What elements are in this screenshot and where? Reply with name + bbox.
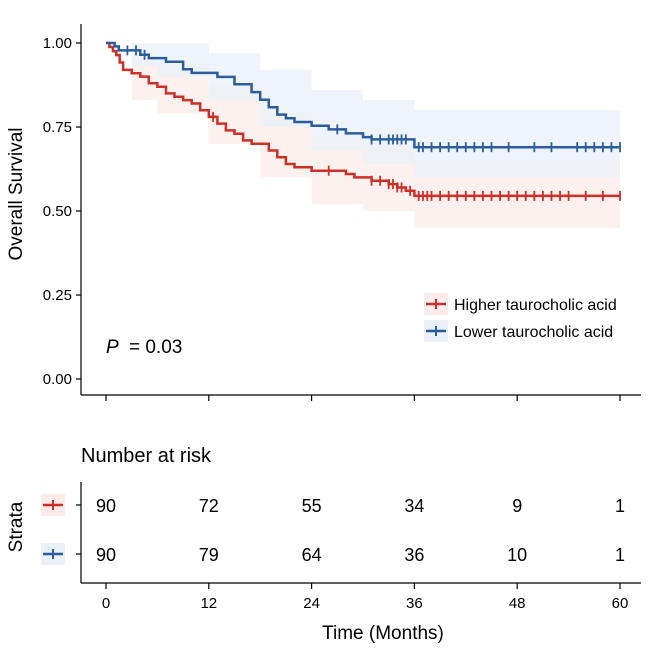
- risk-rows: 90 72 55 34 9 1 90 79 64 36 10 1: [96, 496, 625, 565]
- risk-count: 90: [96, 545, 116, 565]
- risk-count: 1: [615, 496, 625, 516]
- x-tick-label: 12: [200, 595, 217, 612]
- risk-count: 9: [512, 496, 522, 516]
- risk-count: 34: [404, 496, 424, 516]
- x-axis-ticks-main: [105, 395, 621, 401]
- survival-curves: [106, 41, 620, 198]
- p-value: = 0.03: [129, 337, 182, 358]
- risk-count: 36: [404, 545, 424, 565]
- risk-table: Number at risk 90 72 55 34 9 1 90 79 64 36 10 1 0 12…: [6, 445, 641, 644]
- x-tick-label: 24: [303, 595, 320, 612]
- legend-label-higher: Higher taurocholic acid: [454, 297, 617, 314]
- risk-y-axis-title: Strata: [6, 501, 27, 552]
- legend-label-lower: Lower taurocholic acid: [454, 324, 613, 341]
- y-tick-label: 1.00: [43, 35, 72, 52]
- y-tick-label: 0.25: [43, 287, 72, 304]
- y-axis-ticks: 0.00 0.25 0.50 0.75 1.00: [43, 35, 81, 388]
- y-tick-label: 0.00: [43, 371, 72, 388]
- risk-x-axis-ticks: 0 12 24 36 48 60: [102, 583, 629, 612]
- y-tick-label: 0.75: [43, 119, 72, 136]
- x-axis-title: Time (Months): [322, 623, 444, 644]
- x-tick-label: 0: [102, 595, 110, 612]
- risk-count: 10: [507, 545, 527, 565]
- risk-count: 55: [302, 496, 322, 516]
- y-axis-title: Overall Survival: [6, 127, 27, 260]
- risk-count: 64: [302, 545, 322, 565]
- risk-count: 1: [615, 545, 625, 565]
- survival-curve-higher: [106, 41, 620, 198]
- p-label: P: [106, 337, 119, 358]
- risk-count: 79: [199, 545, 219, 565]
- risk-strata-keys: [41, 494, 81, 565]
- legend: Higher taurocholic acid Lower taurocholi…: [424, 293, 617, 342]
- p-value-annotation: P = 0.03: [106, 337, 182, 358]
- risk-table-title: Number at risk: [81, 445, 212, 467]
- x-tick-label: 36: [406, 595, 423, 612]
- x-tick-label: 48: [509, 595, 526, 612]
- risk-count: 90: [96, 496, 116, 516]
- survival-curve-lower: [106, 41, 620, 149]
- censor-marks: [126, 45, 621, 201]
- survival-plot: 0.00 0.25 0.50 0.75 1.00 Overall Survival P …: [6, 24, 641, 401]
- y-tick-label: 0.50: [43, 203, 72, 220]
- x-tick-label: 60: [612, 595, 629, 612]
- risk-count: 72: [199, 496, 219, 516]
